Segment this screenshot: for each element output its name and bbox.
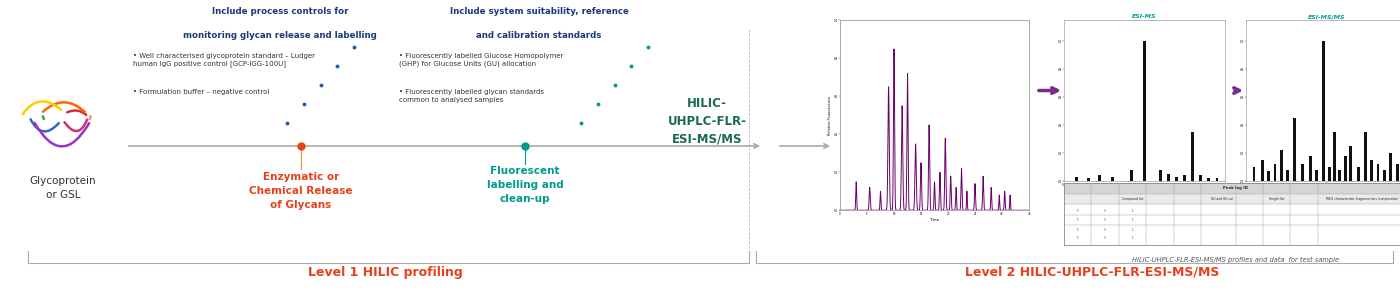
Text: Include system suitability, reference: Include system suitability, reference — [449, 7, 629, 16]
Text: Enzymatic or
Chemical Release
of Glycans: Enzymatic or Chemical Release of Glycans — [249, 172, 353, 210]
Text: HILIC-UHPLC-FLR-ESI-MS/MS profiles and data  for test sample: HILIC-UHPLC-FLR-ESI-MS/MS profiles and d… — [1133, 257, 1338, 263]
Text: Fluorescent
labelling and
clean-up: Fluorescent labelling and clean-up — [487, 166, 563, 204]
Text: • Fluorescently labelled Glucose Homopolymer
(GHP) for Glucose Units (GU) alloca: • Fluorescently labelled Glucose Homopol… — [399, 53, 563, 67]
Text: Glycoprotein
or GSL: Glycoprotein or GSL — [29, 176, 97, 200]
Text: HILIC-
UHPLC-FLR-
ESI-MS/MS: HILIC- UHPLC-FLR- ESI-MS/MS — [668, 97, 746, 146]
Text: Include process controls for: Include process controls for — [211, 7, 349, 16]
Text: • Formulation buffer – negative control: • Formulation buffer – negative control — [133, 89, 269, 95]
Text: • Fluorescently labelled glycan standards
common to analysed samples: • Fluorescently labelled glycan standard… — [399, 89, 545, 103]
Text: monitoring glycan release and labelling: monitoring glycan release and labelling — [183, 31, 377, 40]
Text: Level 2 HILIC-UHPLC-FLR-ESI-MS/MS: Level 2 HILIC-UHPLC-FLR-ESI-MS/MS — [965, 266, 1219, 279]
Text: and calibration standards: and calibration standards — [476, 31, 602, 40]
Text: • Well characterised glycoprotein standard – Ludger
human IgG positive control [: • Well characterised glycoprotein standa… — [133, 53, 315, 67]
Text: Level 1 HILIC profiling: Level 1 HILIC profiling — [308, 266, 462, 279]
